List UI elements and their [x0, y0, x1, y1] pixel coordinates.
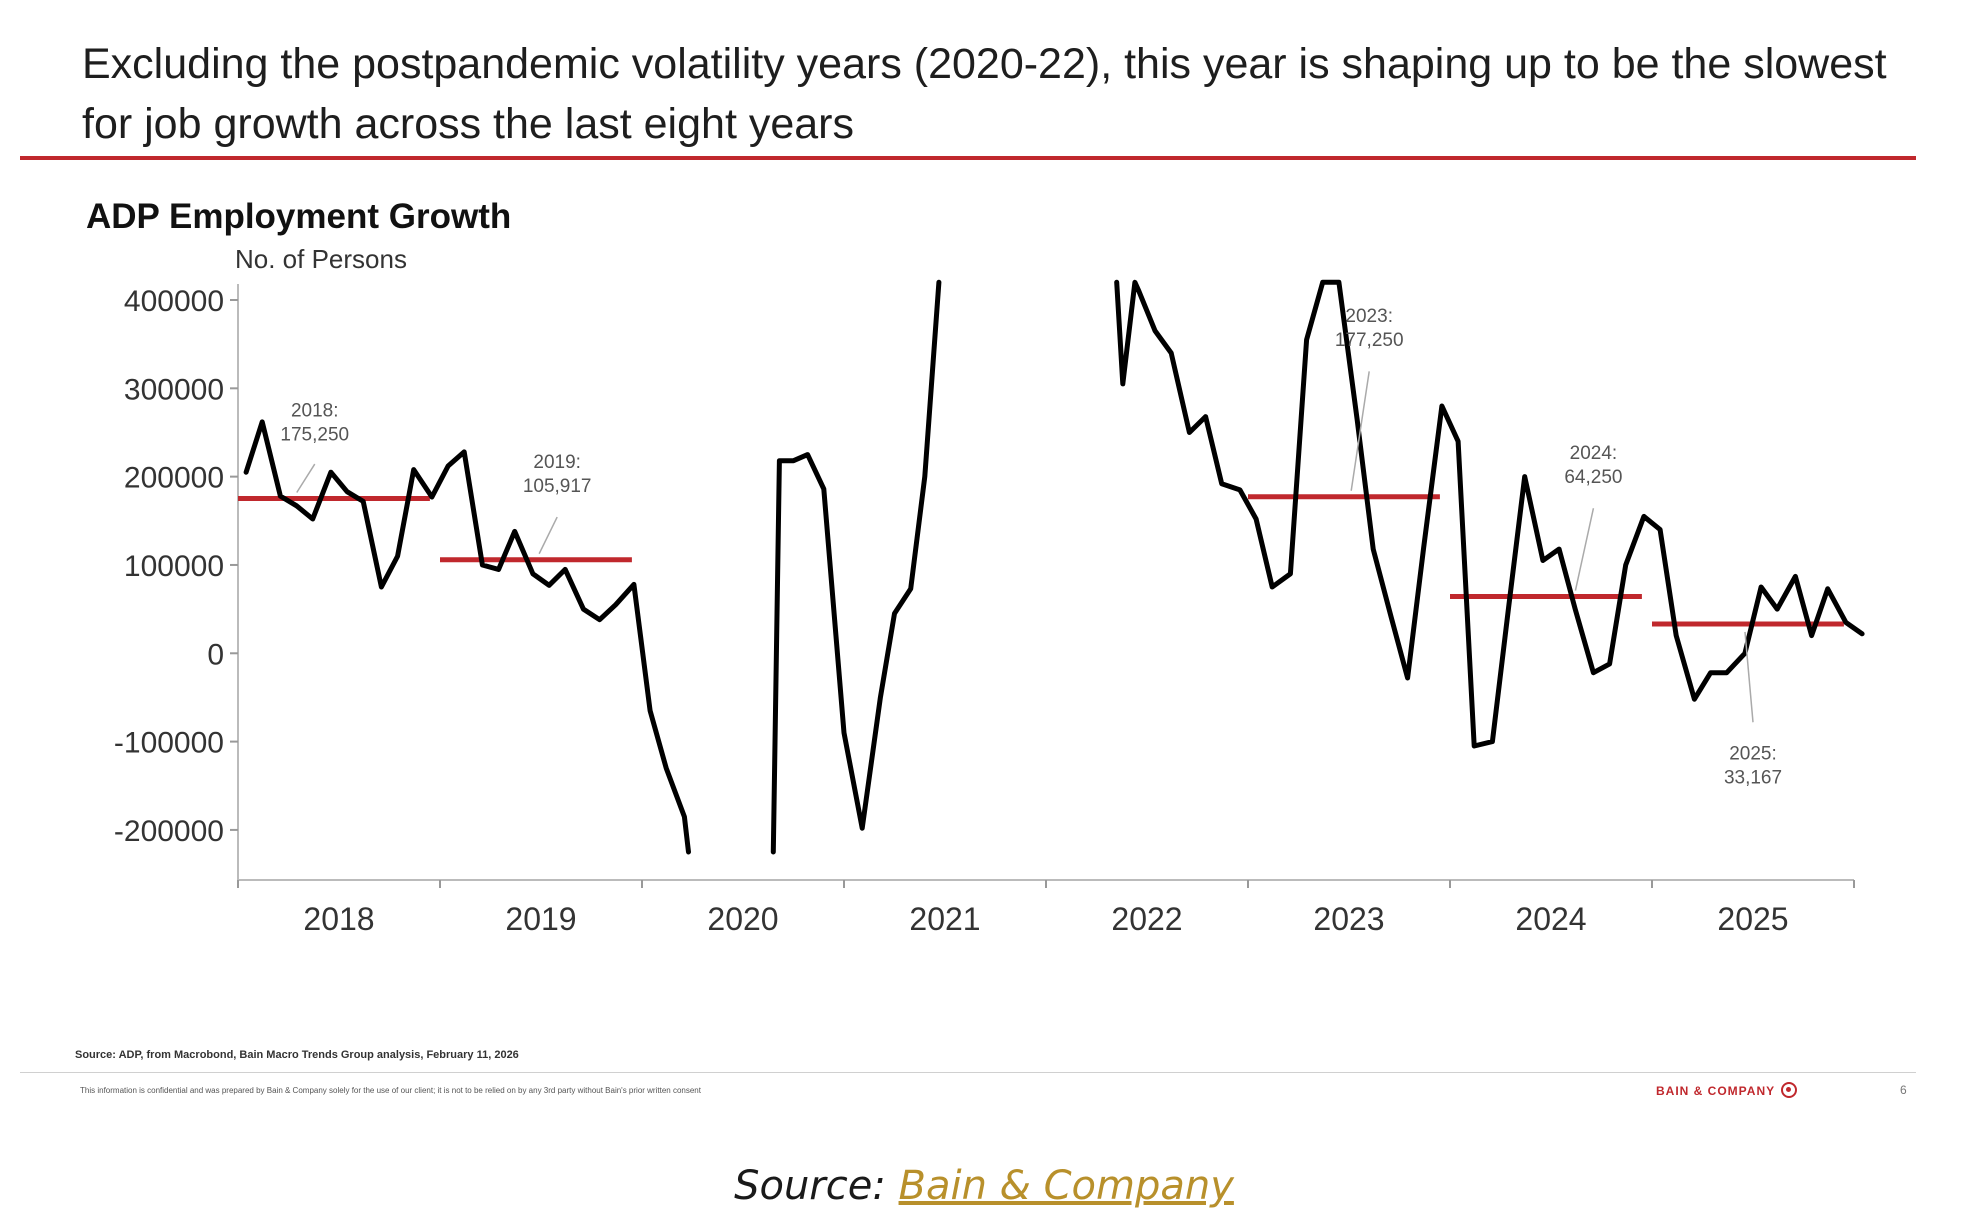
- source-link[interactable]: Bain & Company: [898, 1163, 1234, 1209]
- caption-prefix: Source:: [734, 1163, 899, 1209]
- y-tick-label: 100000: [124, 550, 224, 583]
- x-tick-label: 2024: [1515, 901, 1586, 937]
- slide-headline: Excluding the postpandemic volatility ye…: [82, 40, 1887, 148]
- image-caption: Source: Bain & Company: [0, 1163, 1968, 1209]
- x-tick-label: 2021: [909, 901, 980, 937]
- confidentiality-disclaimer: This information is confidential and was…: [80, 1086, 701, 1095]
- x-tick-label: 2018: [303, 901, 374, 937]
- average-leader-2023: [1350, 371, 1370, 491]
- average-leader-2019: [538, 516, 558, 555]
- average-label-2025: 2025: 33,167: [1724, 743, 1782, 788]
- x-tick-label: 2023: [1313, 901, 1384, 937]
- y-tick-label: 0: [207, 638, 224, 671]
- y-tick-label: -100000: [114, 727, 224, 760]
- page-number: 6: [1900, 1083, 1907, 1097]
- average-label-2023: 2023: 177,250: [1335, 306, 1404, 351]
- average-leader-2024: [1574, 508, 1595, 591]
- y-tick-label: -200000: [114, 815, 224, 848]
- chart-source-note: Source: ADP, from Macrobond, Bain Macro …: [75, 1049, 519, 1061]
- brand-mark-icon: [1781, 1082, 1798, 1098]
- average-label-2019: 2019: 105,917: [523, 452, 592, 497]
- brand-name: BAIN & COMPANY: [1656, 1084, 1776, 1098]
- footer-divider: [20, 1072, 1916, 1073]
- brand-logo: BAIN & COMPANY: [1656, 1082, 1798, 1098]
- employment-growth-chart: ADP Employment Growth No. of Persons 400…: [86, 197, 1865, 937]
- average-annotations: 2018: 175,250 2019: 105,917 2023: 177,250 2024…: [280, 306, 1782, 788]
- y-axis-label: No. of Persons: [235, 244, 407, 274]
- x-tick-label: 2022: [1111, 901, 1182, 937]
- average-leader-2025: [1744, 631, 1754, 723]
- headline-divider: [20, 156, 1916, 160]
- average-label-2018: 2018: 175,250: [280, 401, 349, 446]
- average-label-2024: 2024: 64,250: [1564, 443, 1622, 488]
- y-tick-label: 300000: [124, 373, 224, 406]
- x-tick-label: 2019: [505, 901, 576, 937]
- series-lines: [243, 279, 1865, 855]
- average-leader-2018: [296, 463, 316, 493]
- chart-axes: 400000 300000 200000 100000 0 -100000 -200000 2…: [114, 284, 1855, 937]
- yearly-average-lines: [238, 494, 1844, 627]
- y-tick-label: 200000: [124, 462, 224, 495]
- series-line-0: [243, 279, 1865, 855]
- y-tick-label: 400000: [124, 285, 224, 318]
- x-tick-label: 2020: [707, 901, 778, 937]
- chart-title: ADP Employment Growth: [86, 197, 511, 236]
- x-tick-label: 2025: [1717, 901, 1788, 937]
